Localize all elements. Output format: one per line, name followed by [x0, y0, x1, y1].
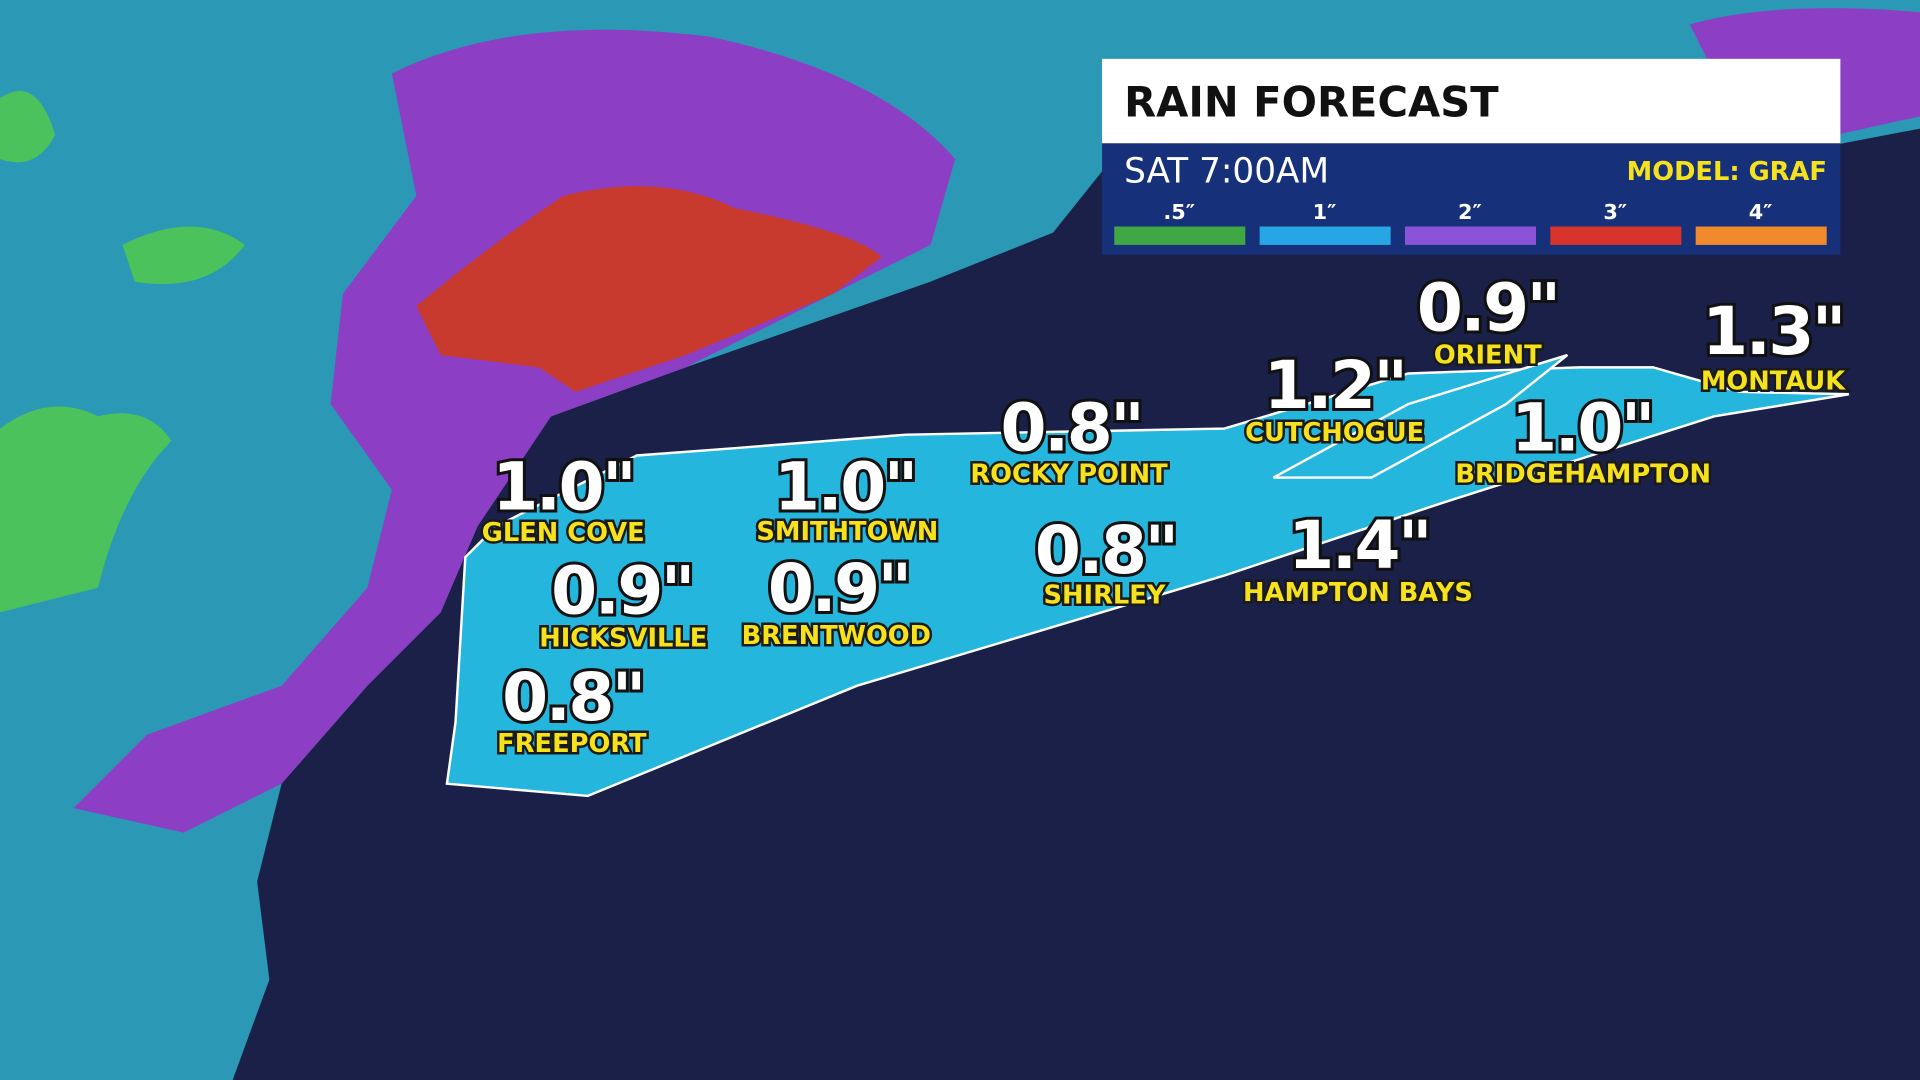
amount: 1.3" [1702, 293, 1844, 370]
amount: 1.0" [1511, 390, 1653, 467]
legend-swatch [1114, 226, 1246, 245]
place-name: HICKSVILLE [539, 624, 707, 654]
legend-swatch [1695, 226, 1827, 245]
place-name: SHIRLEY [1044, 581, 1166, 611]
place-name: SMITHTOWN [756, 517, 938, 547]
amount: 1.4" [1288, 507, 1430, 584]
north-fork [1272, 353, 1569, 479]
title-box [1102, 58, 1841, 144]
place-name: CUTCHOGUE [1245, 418, 1424, 448]
amount: 0.9" [551, 552, 693, 629]
amount: 0.9" [1417, 270, 1559, 347]
place-name: FREEPORT [497, 729, 647, 759]
red-rain-area [416, 186, 882, 392]
panel-title: RAIN FORECAST [1124, 77, 1499, 126]
place-name: HAMPTON BAYS [1243, 578, 1473, 608]
place-name: GLEN COVE [482, 518, 645, 548]
legend-swatch [1550, 226, 1682, 245]
legend: .5″ 1″ 2″ 3″ 4″ [1114, 200, 1827, 245]
legend-swatch [1404, 226, 1536, 245]
legend-label: 4″ [1749, 200, 1773, 224]
place-name: MONTAUK [1701, 366, 1846, 396]
green-rain-area [0, 90, 56, 163]
legend-label: 3″ [1603, 200, 1627, 224]
green-rain-area [0, 406, 172, 613]
legend-swatch [1259, 226, 1391, 245]
place-name: ROCKY POINT [970, 459, 1168, 489]
place-name: BRENTWOOD [742, 621, 931, 651]
legend-label: 1″ [1313, 200, 1337, 224]
green-rain-area [122, 226, 245, 285]
amount: 0.8" [1035, 512, 1177, 589]
amount: 1.0" [492, 448, 634, 525]
amount: 0.8" [1001, 390, 1143, 467]
legend-label: 2″ [1458, 200, 1482, 224]
amount: 0.8" [502, 659, 644, 736]
location-labels: 1.0" GLEN COVE 1.0" SMITHTOWN 0.9" HICKS… [479, 267, 1849, 762]
forecast-time: SAT 7:00AM [1124, 151, 1329, 191]
amount: 1.0" [774, 448, 916, 525]
model-name: MODEL: GRAF [1627, 157, 1827, 187]
legend-label: .5″ [1163, 200, 1195, 224]
place-name: BRIDGEHAMPTON [1455, 459, 1711, 489]
long-island [445, 366, 1850, 798]
amount: 1.2" [1264, 347, 1406, 424]
place-name: ORIENT [1434, 341, 1542, 371]
amount: 0.9" [768, 550, 910, 627]
